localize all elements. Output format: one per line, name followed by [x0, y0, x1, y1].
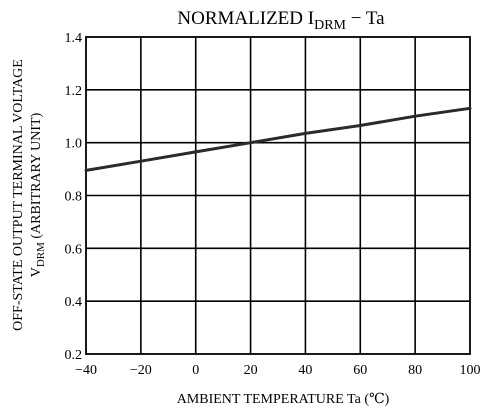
- x-tick-labels: −40 −20 0 20 40 60 80 100: [75, 363, 480, 378]
- y-tick-labels: 1.4 1.2 1.0 0.8 0.6 0.4 0.2: [65, 31, 83, 363]
- series-line: [84, 106, 472, 172]
- x-axis-label: AMBIENT TEMPERATURE Ta (℃): [177, 392, 390, 407]
- y-axis-label-line1: OFF-STATE OUTPUT TERMINAL VOLTAGE: [11, 59, 26, 331]
- series: [84, 106, 472, 172]
- x-tick-label: −40: [75, 363, 97, 378]
- y-tick-label: 1.4: [65, 31, 83, 46]
- x-tick-label: −20: [130, 363, 152, 378]
- y-axis-label-line2: VDRM (ARBITRARY UNIT): [29, 112, 47, 277]
- plot-frame: [85, 36, 471, 355]
- y-tick-label: 0.2: [65, 348, 83, 363]
- y-tick-label: 1.2: [65, 84, 83, 99]
- y-tick-label: 0.8: [65, 190, 83, 205]
- x-tick-label: 100: [460, 363, 481, 378]
- y-tick-label: 0.4: [65, 295, 83, 310]
- grid: [86, 37, 470, 354]
- x-tick-label: 0: [192, 363, 199, 378]
- y-tick-label: 1.0: [65, 137, 83, 152]
- y-tick-label: 0.6: [65, 242, 83, 257]
- chart-title: NORMALIZED IDRM − Ta: [177, 8, 385, 33]
- x-tick-label: 40: [298, 363, 312, 378]
- x-tick-label: 60: [353, 363, 367, 378]
- x-tick-label: 80: [408, 363, 422, 378]
- x-tick-label: 20: [244, 363, 258, 378]
